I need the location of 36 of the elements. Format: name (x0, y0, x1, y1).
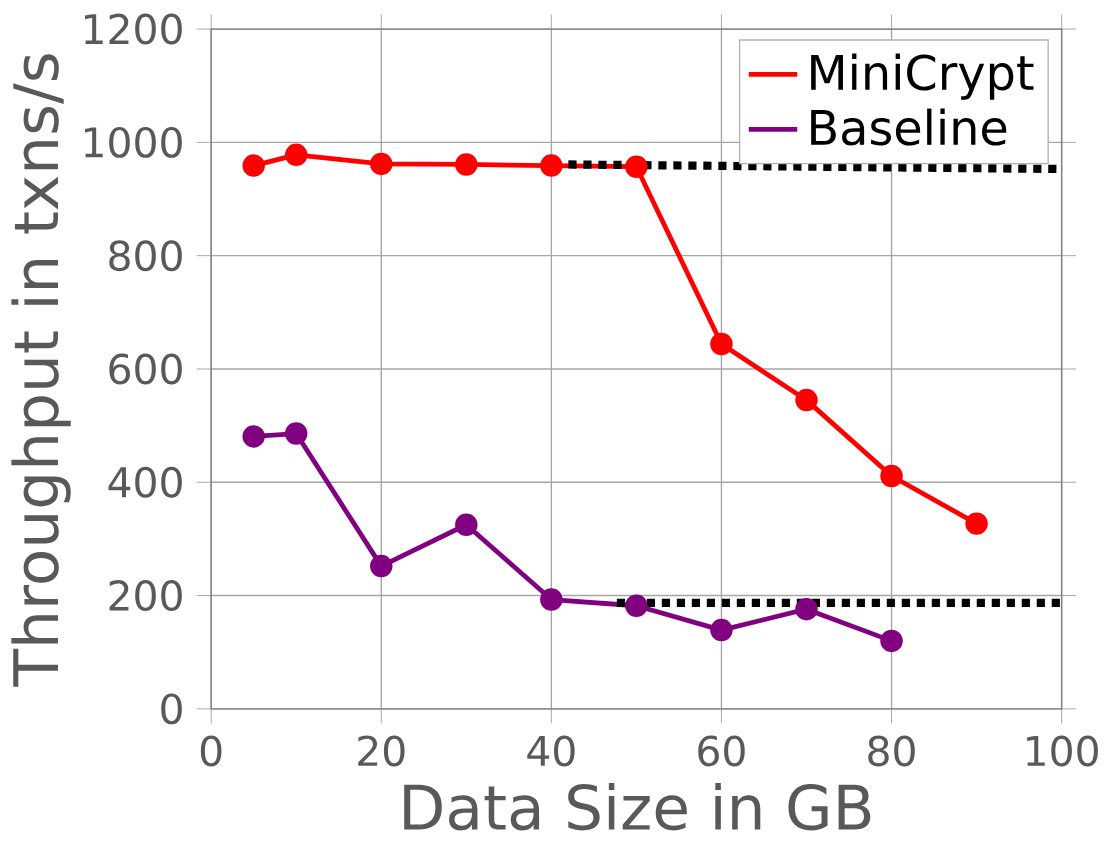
point (710, 618, 733, 642)
y-tick-label: 200 (109, 580, 182, 612)
x-tick-label: 60 (698, 735, 745, 767)
point (540, 588, 563, 611)
y-tick-label: 0 (161, 693, 182, 725)
point (795, 598, 818, 621)
point (625, 594, 648, 618)
point (370, 554, 393, 578)
point (795, 388, 818, 412)
legend-label: MiniCrypt (811, 53, 1034, 100)
point (284, 422, 308, 445)
point (540, 154, 563, 177)
point (242, 154, 265, 177)
point (370, 152, 393, 176)
x-tick-label: 20 (358, 735, 405, 767)
point (455, 153, 478, 176)
point (242, 425, 265, 448)
point (455, 513, 478, 537)
y-tick-label: 400 (108, 466, 182, 498)
y-tick-label: 600 (109, 353, 182, 385)
point (880, 629, 903, 653)
y-tick-label: 1200 (84, 13, 182, 45)
point (625, 155, 648, 179)
point (710, 332, 733, 356)
x-tick-label: 0 (200, 735, 222, 767)
y-axis-title: Throughput in txns/s (11, 54, 71, 687)
x-axis-title: Data Size in GB (404, 783, 871, 831)
x-tick-label: 80 (868, 735, 915, 767)
x-tick-label: 40 (527, 735, 575, 767)
point (965, 512, 988, 535)
point (284, 143, 308, 167)
y-tick-label: 1000 (84, 126, 182, 158)
point (880, 464, 903, 488)
y-tick-label: 800 (109, 240, 182, 272)
x-tick-label: 100 (1027, 735, 1098, 767)
legend-label: Baseline (811, 108, 1007, 146)
